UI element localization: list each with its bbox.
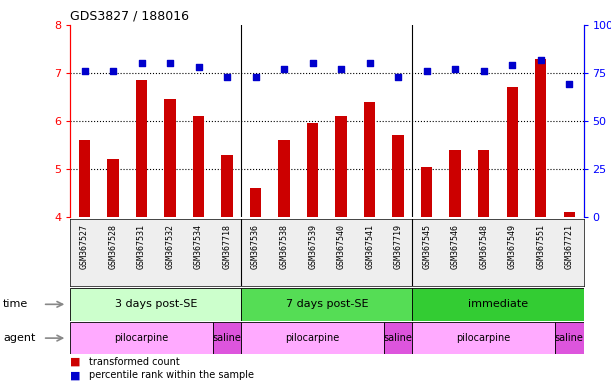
Bar <box>384 322 412 354</box>
Text: GDS3827 / 188016: GDS3827 / 188016 <box>70 10 189 23</box>
Bar <box>136 80 147 217</box>
Bar <box>535 59 546 217</box>
Text: GSM367546: GSM367546 <box>451 224 459 269</box>
Text: GSM367532: GSM367532 <box>166 224 175 269</box>
Text: time: time <box>3 299 28 310</box>
Text: ■: ■ <box>70 357 81 367</box>
Text: 3 days post-SE: 3 days post-SE <box>115 299 197 310</box>
Bar <box>412 288 584 321</box>
Point <box>450 66 460 72</box>
Text: GSM367540: GSM367540 <box>337 224 346 269</box>
Bar <box>108 159 119 217</box>
Bar <box>193 116 204 217</box>
Point <box>108 68 118 74</box>
Text: GSM367538: GSM367538 <box>280 224 288 269</box>
Text: ■: ■ <box>70 370 81 380</box>
Bar <box>335 116 347 217</box>
Text: GSM367719: GSM367719 <box>393 224 403 269</box>
Text: agent: agent <box>3 333 35 343</box>
Bar <box>164 99 176 217</box>
Text: GSM367528: GSM367528 <box>109 224 117 269</box>
Point <box>393 74 403 80</box>
Point <box>422 68 431 74</box>
Text: GSM367548: GSM367548 <box>479 224 488 269</box>
Point <box>507 62 517 68</box>
Bar <box>79 140 90 217</box>
Point <box>279 66 289 72</box>
Bar <box>364 102 375 217</box>
Point <box>222 74 232 80</box>
Bar <box>221 155 233 217</box>
Bar <box>70 288 241 321</box>
Bar <box>241 288 412 321</box>
Text: GSM367527: GSM367527 <box>80 224 89 269</box>
Text: GSM367539: GSM367539 <box>308 224 317 269</box>
Point <box>536 56 546 63</box>
Text: immediate: immediate <box>468 299 528 310</box>
Point <box>251 74 260 80</box>
Text: 7 days post-SE: 7 days post-SE <box>285 299 368 310</box>
Point <box>308 60 318 66</box>
Bar <box>450 150 461 217</box>
Point <box>137 60 147 66</box>
Text: GSM367545: GSM367545 <box>422 224 431 269</box>
Point <box>194 64 203 70</box>
Text: pilocarpine: pilocarpine <box>285 333 340 343</box>
Text: saline: saline <box>213 333 241 343</box>
Point <box>479 68 489 74</box>
Text: percentile rank within the sample: percentile rank within the sample <box>89 370 254 380</box>
Bar <box>421 167 433 217</box>
Point <box>565 81 574 88</box>
Text: GSM367549: GSM367549 <box>508 224 517 269</box>
Text: pilocarpine: pilocarpine <box>456 333 511 343</box>
Point <box>79 68 89 74</box>
Bar <box>213 322 241 354</box>
Text: transformed count: transformed count <box>89 357 180 367</box>
Text: GSM367534: GSM367534 <box>194 224 203 269</box>
Text: GSM367551: GSM367551 <box>536 224 545 269</box>
Bar <box>70 322 213 354</box>
Point <box>336 66 346 72</box>
Bar <box>507 88 518 217</box>
Bar <box>412 322 555 354</box>
Text: GSM367536: GSM367536 <box>251 224 260 269</box>
Bar <box>241 322 384 354</box>
Text: GSM367721: GSM367721 <box>565 224 574 269</box>
Bar <box>478 150 489 217</box>
Point <box>165 60 175 66</box>
Bar <box>392 136 404 217</box>
Point <box>365 60 375 66</box>
Bar <box>555 322 584 354</box>
Text: saline: saline <box>384 333 412 343</box>
Bar <box>563 212 575 217</box>
Text: GSM367541: GSM367541 <box>365 224 374 269</box>
Text: pilocarpine: pilocarpine <box>114 333 169 343</box>
Text: GSM367718: GSM367718 <box>222 224 232 269</box>
Bar <box>307 123 318 217</box>
Text: saline: saline <box>555 333 584 343</box>
Text: GSM367531: GSM367531 <box>137 224 146 269</box>
Bar <box>250 188 262 217</box>
Bar <box>279 140 290 217</box>
